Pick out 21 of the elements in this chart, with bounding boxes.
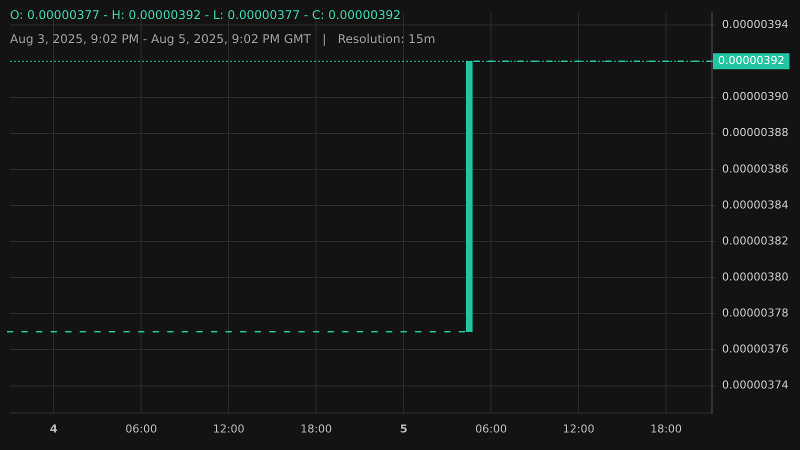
y-tick-label: 0.00000376 [722, 342, 788, 356]
x-tick-label: 06:00 [125, 422, 158, 436]
y-tick-label: 0.00000394 [722, 18, 788, 32]
x-tick-label: 12:00 [212, 422, 245, 436]
y-tick-label: 0.00000388 [722, 126, 788, 140]
x-tick-label: 06:00 [475, 422, 507, 436]
x-tick-label: 12:00 [562, 422, 594, 436]
annotation: Aug 3, 2025, 9:02 PM - Aug 5, 2025, 9:02 PM GMT | Resolution: 15m [10, 32, 436, 46]
y-tick-label: 0.00000390 [722, 90, 788, 104]
x-tick-label: 4 [50, 422, 58, 436]
x-tick-label: 18:00 [300, 422, 332, 436]
x-tick-label: 5 [400, 422, 408, 436]
y-tick-label: 0.00000378 [722, 306, 788, 320]
y-tick-label: 0.00000380 [722, 270, 788, 284]
y-tick-label: 0.00000382 [722, 234, 788, 248]
y-tick-label: 0.00000386 [722, 162, 788, 176]
annotation: O: 0.00000377 - H: 0.00000392 - L: 0.00000377 - C: 0.00000392 [10, 8, 401, 22]
ref-line-label: 0.00000392 [718, 54, 784, 68]
y-tick-label: 0.00000374 [722, 378, 788, 392]
y-tick-label: 0.00000384 [722, 198, 788, 212]
x-tick-label: 18:00 [650, 422, 682, 436]
